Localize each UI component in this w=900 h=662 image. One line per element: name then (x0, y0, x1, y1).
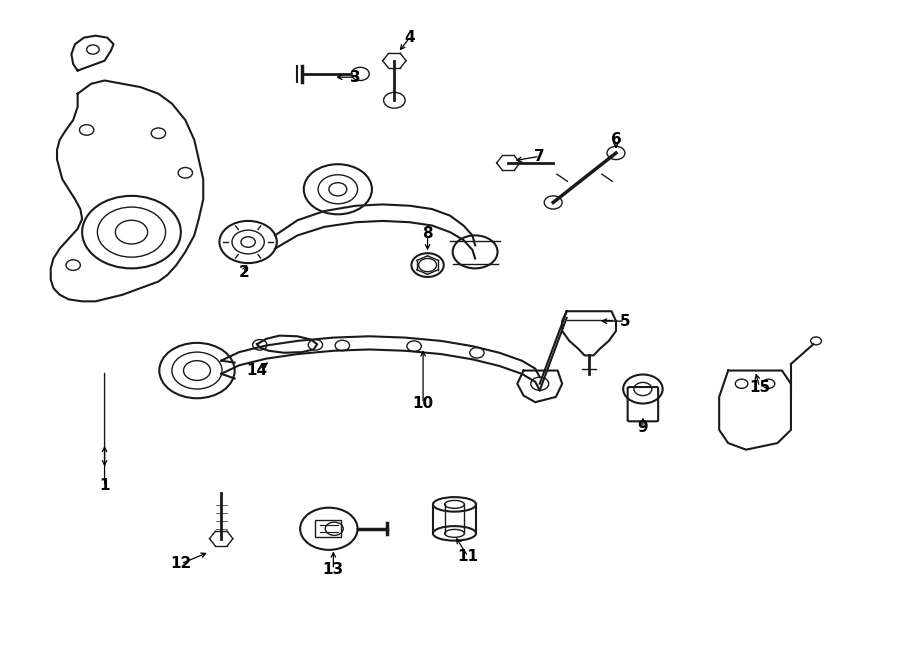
Text: 7: 7 (535, 149, 545, 164)
Text: 14: 14 (247, 363, 267, 378)
Text: 6: 6 (610, 132, 621, 148)
Text: 15: 15 (749, 379, 770, 395)
Text: 10: 10 (412, 396, 434, 411)
Text: 4: 4 (404, 30, 415, 45)
Text: 8: 8 (422, 226, 433, 241)
Text: 3: 3 (350, 70, 361, 85)
Text: 9: 9 (637, 420, 648, 436)
Text: 5: 5 (619, 314, 630, 328)
Text: 1: 1 (99, 479, 110, 493)
Text: 12: 12 (170, 556, 192, 571)
Text: 13: 13 (323, 562, 344, 577)
Text: 11: 11 (457, 549, 479, 564)
Bar (314, 520, 341, 538)
Text: 2: 2 (238, 265, 249, 281)
